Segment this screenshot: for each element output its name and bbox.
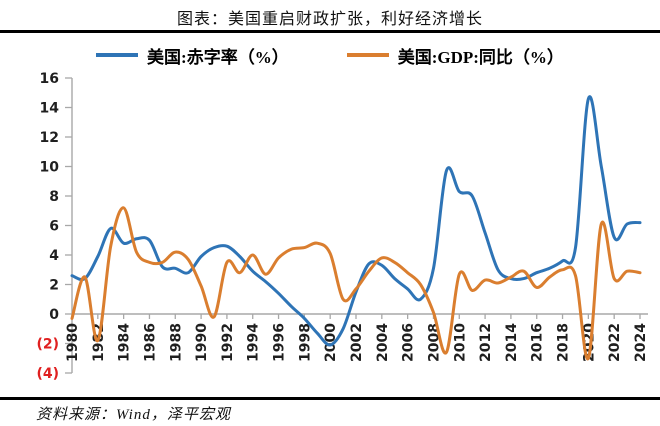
x-axis-label: 2024: [633, 323, 649, 362]
y-axis-label: 6: [49, 219, 59, 235]
deficit-line: [70, 95, 642, 347]
y-axis-label: 2: [49, 278, 59, 294]
deficit-line-swatch: [96, 53, 139, 57]
y-axis-label: 4: [49, 248, 59, 264]
x-axis-label: 1994: [246, 323, 262, 362]
y-axis-label: 8: [49, 189, 59, 205]
x-axis-label: 1996: [272, 323, 288, 362]
top-divider: [0, 30, 660, 33]
x-axis-label: 2004: [375, 323, 391, 362]
y-axis-label: 10: [40, 160, 60, 176]
y-axis-label: (4): [36, 366, 59, 382]
x-axis-label: 2010: [452, 323, 468, 362]
x-axis-label: 2002: [349, 323, 365, 362]
y-axis-label: 14: [40, 101, 60, 117]
x-axis-label: 2012: [478, 323, 494, 362]
x-axis-label: 1998: [297, 323, 313, 362]
x-axis-label: 1992: [220, 323, 236, 362]
x-axis-label: 2000: [323, 323, 339, 362]
x-axis-label: 2018: [556, 323, 572, 362]
y-axis-label: 16: [40, 71, 59, 87]
legend-item-deficit: 美国:赤字率（%）: [96, 43, 289, 68]
legend-label-gdp: 美国:GDP:同比（%）: [397, 47, 564, 67]
x-axis-label: 2016: [530, 323, 546, 362]
chart-title: 图表：美国重启财政扩张，利好经济增长: [176, 11, 483, 28]
chart-canvas: 16 14 12 10 8 6 4 2 0 (2) (4) 1980 1982 1984 1986 1988 1…: [0, 70, 660, 394]
x-axis-label: 1980: [65, 323, 81, 362]
x-axis-label: 1984: [117, 323, 133, 362]
x-axis-label: 2014: [504, 323, 520, 362]
y-axis-label: 0: [49, 307, 59, 323]
gdp-line: [70, 206, 642, 361]
source-note: 资料来源：Wind，泽平宏观: [36, 407, 231, 423]
x-axis-label: 1988: [168, 323, 184, 362]
y-axis-label: (2): [36, 337, 59, 353]
x-axis-label: 2006: [401, 323, 417, 362]
y-axis-label: 12: [40, 130, 59, 146]
x-axis-label: 1986: [142, 323, 158, 362]
x-axis-label: 2022: [607, 323, 623, 362]
legend-label-deficit: 美国:赤字率（%）: [147, 47, 289, 67]
legend-item-gdp: 美国:GDP:同比（%）: [346, 43, 564, 68]
x-axis-label: 1990: [194, 323, 210, 362]
gdp-line-swatch: [346, 53, 389, 57]
chart-legend: 美国:赤字率（%） 美国:GDP:同比（%）: [0, 42, 660, 68]
bottom-divider: [0, 397, 660, 400]
